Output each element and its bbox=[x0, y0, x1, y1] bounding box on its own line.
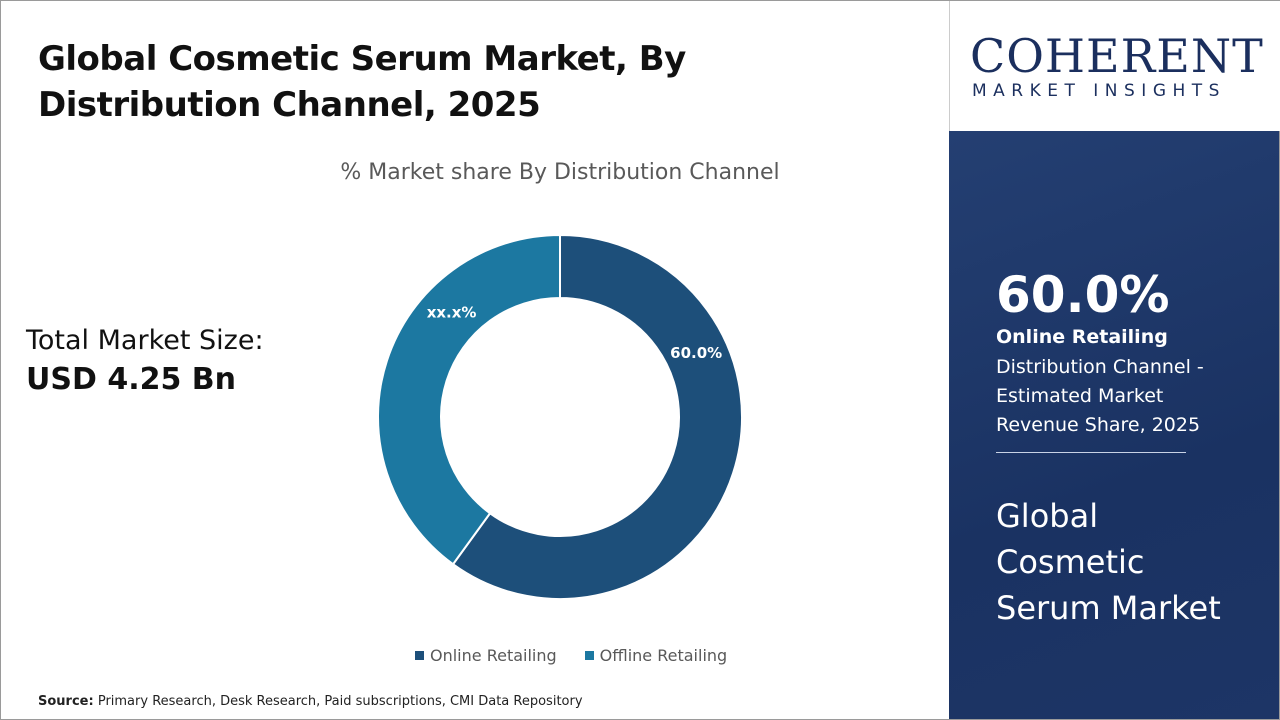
logo-sub-text: MARKET INSIGHTS bbox=[972, 81, 1226, 101]
divider bbox=[996, 452, 1186, 453]
data-label: 60.0% bbox=[670, 344, 722, 362]
logo-main-text: COHERENT bbox=[970, 29, 1264, 83]
legend-swatch bbox=[415, 651, 424, 660]
legend-swatch bbox=[584, 651, 594, 660]
market-name: Global Cosmetic Serum Market bbox=[996, 497, 1221, 627]
source-label: Source: bbox=[38, 694, 94, 709]
highlight-panel: 60.0% Online Retailing Distribution Chan… bbox=[949, 131, 1279, 719]
company-logo: COHERENT MARKET INSIGHTS bbox=[949, 1, 1280, 131]
data-label: xx.x% bbox=[427, 304, 477, 322]
source-text: Primary Research, Desk Research, Paid su… bbox=[97, 694, 583, 709]
highlight-description: Distribution Channel - Estimated Market … bbox=[996, 356, 1204, 436]
donut-slice-online-retailing bbox=[451, 233, 743, 600]
donut-chart: 60.0% xx.x% bbox=[377, 233, 743, 600]
legend-label: Offline Retailing bbox=[599, 646, 728, 665]
chart-legend: Online Retailing Offline Retailing bbox=[415, 646, 727, 665]
legend-item-online: Online Retailing bbox=[415, 646, 557, 665]
source-note: Source: Primary Research, Desk Research,… bbox=[38, 694, 583, 709]
highlight-segment: Online Retailing bbox=[996, 326, 1168, 348]
highlight-percentage: 60.0% bbox=[996, 266, 1170, 324]
total-market-size-label: Total Market Size: bbox=[26, 325, 264, 356]
page-title: Global Cosmetic Serum Market, By Distrib… bbox=[38, 39, 686, 125]
total-market-size-value: USD 4.25 Bn bbox=[26, 362, 236, 397]
legend-item-offline: Offline Retailing bbox=[584, 646, 728, 665]
legend-label: Online Retailing bbox=[430, 646, 557, 665]
donut-slice-offline-retailing bbox=[377, 233, 561, 566]
chart-title: % Market share By Distribution Channel bbox=[340, 160, 780, 185]
